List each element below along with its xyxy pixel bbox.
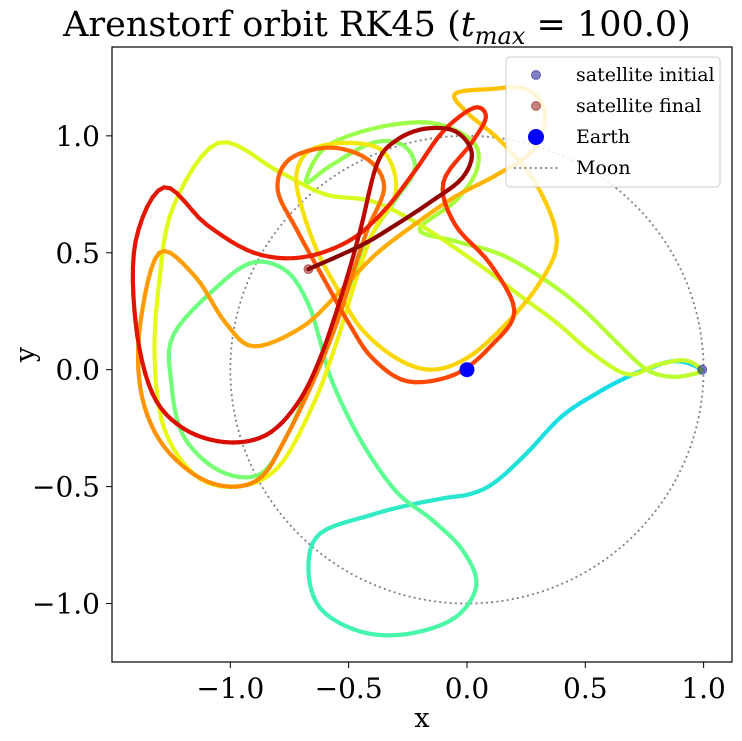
x-tick-label: −1.0 bbox=[196, 672, 264, 705]
title-subscript: max bbox=[475, 22, 526, 50]
orbit-segment bbox=[131, 293, 137, 312]
title-math: t bbox=[461, 5, 476, 45]
orbit-segment bbox=[130, 278, 136, 298]
chart-title: Arenstorf orbit RK45 (tmax = 100.0) bbox=[62, 5, 691, 50]
legend-item: Moon bbox=[514, 157, 631, 179]
orbit-segment bbox=[152, 317, 158, 335]
orbit-segment bbox=[142, 280, 150, 299]
legend-label: satellite initial bbox=[576, 64, 715, 86]
legend-marker bbox=[528, 129, 544, 145]
x-tick-label: −0.5 bbox=[315, 672, 383, 705]
title-main: Arenstorf orbit RK45 ( bbox=[62, 5, 461, 45]
orbit-layer bbox=[130, 85, 705, 638]
orbit-segment bbox=[176, 178, 188, 196]
orbit-segment bbox=[437, 235, 452, 247]
orbit-segment bbox=[288, 437, 299, 453]
y-tick-label: 0.5 bbox=[55, 237, 100, 270]
earth-marker bbox=[459, 362, 475, 378]
y-tick-label: 1.0 bbox=[55, 120, 100, 153]
plot-area bbox=[130, 85, 708, 638]
orbit-segment bbox=[157, 266, 163, 283]
orbit-segment bbox=[183, 165, 196, 183]
legend-item: satellite initial bbox=[531, 64, 715, 86]
orbit-segment bbox=[330, 309, 339, 326]
x-tick-label: 0.0 bbox=[445, 672, 490, 705]
orbit-segment bbox=[130, 251, 136, 269]
x-tick-label: 0.5 bbox=[563, 672, 608, 705]
orbit-segment bbox=[137, 346, 145, 364]
orbit-segment bbox=[300, 413, 311, 430]
legend-item: Earth bbox=[528, 126, 630, 148]
orbit-segment bbox=[132, 307, 138, 326]
legend-marker bbox=[531, 101, 541, 111]
title-tail: = 100.0) bbox=[525, 5, 690, 45]
y-tick-label: 0.0 bbox=[55, 354, 100, 387]
orbit-segment bbox=[326, 321, 335, 339]
satellite-final-marker bbox=[303, 264, 314, 275]
orbit-segment bbox=[294, 425, 305, 442]
legend: satellite initial satellite final Earth Moo… bbox=[505, 56, 721, 188]
legend-box bbox=[505, 56, 721, 188]
marker-layer bbox=[303, 264, 708, 378]
x-axis-label: x bbox=[414, 703, 429, 734]
plot-frame bbox=[111, 46, 733, 663]
orbit-segment bbox=[145, 267, 154, 285]
orbit-segment bbox=[140, 294, 147, 313]
orbit-segment bbox=[153, 304, 159, 322]
orbit-segment bbox=[191, 154, 204, 171]
orbit-segment bbox=[164, 215, 172, 233]
y-axis-label: y bbox=[10, 346, 41, 363]
orbit-segment bbox=[447, 242, 463, 254]
orbit-segment bbox=[133, 320, 140, 338]
legend-label: Moon bbox=[576, 157, 631, 179]
orbit-segment bbox=[334, 297, 343, 314]
orbit-segment bbox=[158, 253, 165, 271]
orbit-segment bbox=[155, 278, 162, 296]
x-axis-ticks: −1.0 −0.5 0.0 0.5 1.0 bbox=[196, 662, 726, 705]
satellite-initial-marker bbox=[697, 364, 708, 375]
legend-label: Earth bbox=[576, 126, 630, 148]
legend-label: satellite final bbox=[576, 95, 701, 117]
legend-marker bbox=[531, 70, 541, 80]
y-tick-label: −1.0 bbox=[32, 588, 100, 621]
orbit-segment bbox=[135, 333, 142, 351]
orbit-segment bbox=[138, 308, 145, 326]
y-tick-label: −0.5 bbox=[32, 471, 100, 504]
orbit-segment bbox=[154, 291, 160, 309]
y-axis-ticks: −1.0 −0.5 0.0 0.5 1.0 bbox=[32, 120, 112, 621]
x-tick-label: 1.0 bbox=[681, 672, 726, 705]
legend-items: satellite initial satellite final Earth Moo… bbox=[514, 64, 715, 179]
orbit-segment bbox=[161, 227, 169, 245]
legend-item: satellite final bbox=[531, 95, 701, 117]
